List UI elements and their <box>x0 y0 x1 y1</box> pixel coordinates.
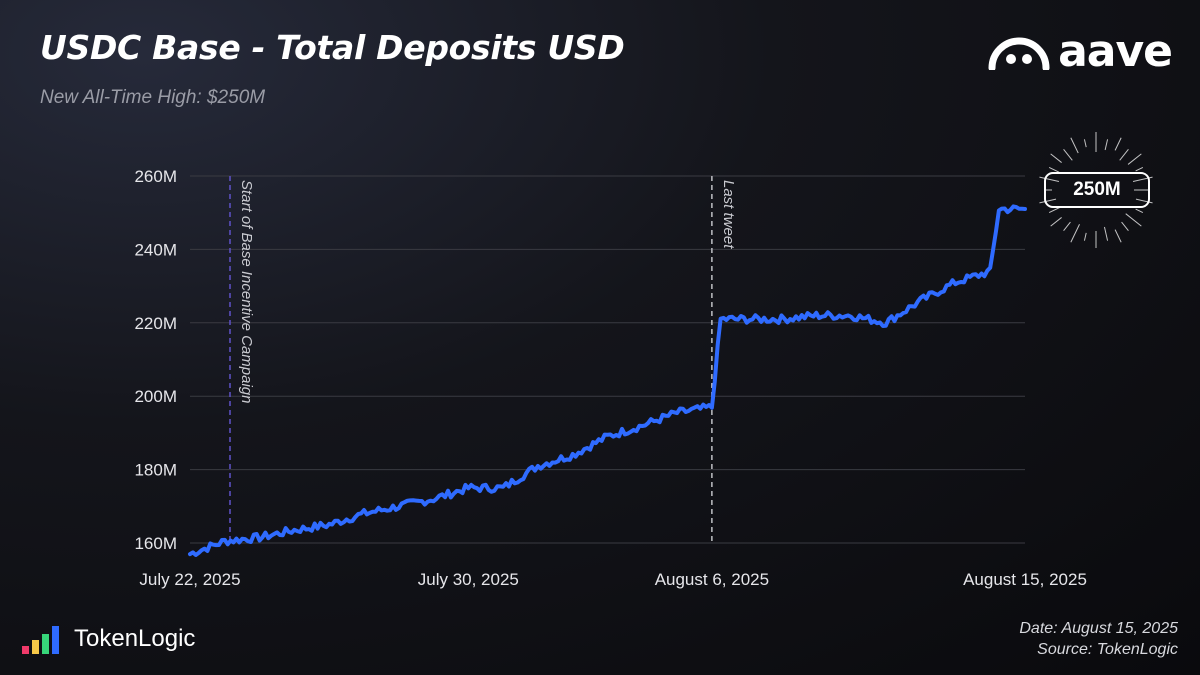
x-tick-label: July 22, 2025 <box>139 570 240 589</box>
burst-ray <box>1135 166 1144 172</box>
tokenlogic-bar <box>52 626 59 654</box>
footer-date: Date: August 15, 2025 <box>1019 620 1178 637</box>
x-tick-label: August 15, 2025 <box>963 570 1087 589</box>
burst-ray <box>1050 153 1062 163</box>
tokenlogic-wordmark: TokenLogic <box>74 625 196 652</box>
y-tick-label: 260M <box>134 167 177 186</box>
burst-ray <box>1063 149 1073 161</box>
burst-ray <box>1063 221 1071 231</box>
chart-subtitle: New All-Time High: $250M <box>40 87 266 108</box>
burst-ray <box>1050 217 1062 227</box>
y-tick-label: 240M <box>134 240 177 259</box>
footer-source: Source: TokenLogic <box>1037 640 1178 658</box>
burst-ray <box>1114 137 1122 151</box>
ath-badge: 250M <box>1044 172 1150 208</box>
annotation-label: Start of Base Incentive Campaign <box>238 180 255 403</box>
aave-ghost-icon <box>988 37 1050 70</box>
burst-ray <box>1070 137 1079 154</box>
annotation-label: Last tweet <box>720 180 737 249</box>
burst-ray <box>1127 153 1142 165</box>
aave-wordmark: aave <box>1058 26 1173 77</box>
tokenlogic-bar <box>22 646 29 654</box>
burst-ray <box>1083 139 1087 148</box>
aave-logo: aave <box>988 26 1173 77</box>
x-tick-label: August 6, 2025 <box>655 570 769 589</box>
y-tick-label: 160M <box>134 534 177 553</box>
burst-ray <box>1048 166 1060 173</box>
y-tick-label: 200M <box>134 387 177 406</box>
burst-ray <box>1103 226 1109 241</box>
burst-ray <box>1121 221 1129 231</box>
burst-ray <box>1125 213 1142 227</box>
x-tick-label: July 30, 2025 <box>418 570 519 589</box>
burst-ray <box>1083 232 1087 241</box>
ath-burst-icon <box>1039 132 1153 248</box>
tokenlogic-logo: TokenLogic <box>20 622 195 654</box>
burst-ray <box>1135 208 1144 214</box>
burst-ray <box>1070 224 1080 243</box>
burst-ray <box>1114 229 1122 243</box>
footer-meta: Date: August 15, 2025 Source: TokenLogic <box>1019 619 1178 661</box>
tokenlogic-bar <box>42 634 49 654</box>
burst-ray <box>1119 149 1129 161</box>
burst-ray <box>1104 139 1109 151</box>
tokenlogic-bars-icon <box>22 626 59 654</box>
y-tick-label: 220M <box>134 314 177 333</box>
deposits-series-line <box>188 204 1027 557</box>
y-tick-label: 180M <box>134 461 177 480</box>
chart-title: USDC Base - Total Deposits USD <box>40 28 625 67</box>
tokenlogic-bar <box>32 640 39 654</box>
